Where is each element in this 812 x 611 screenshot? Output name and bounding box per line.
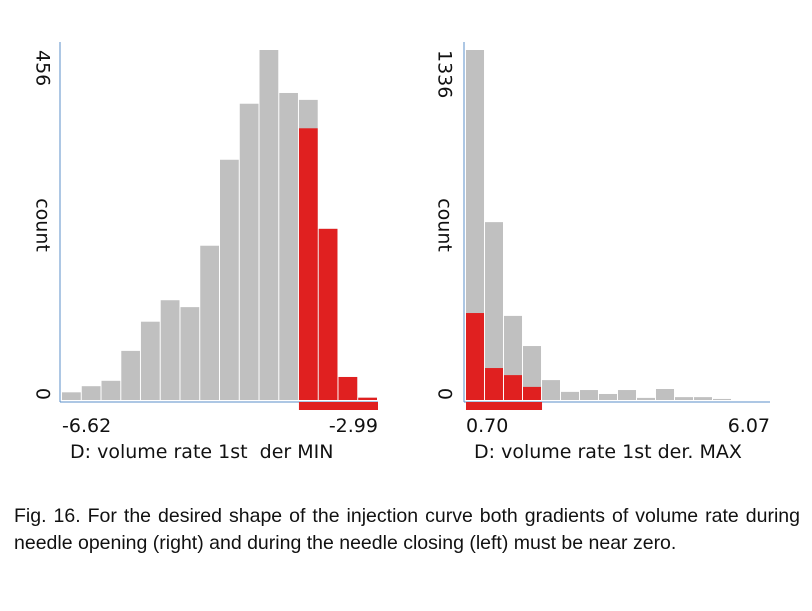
bar (560, 391, 580, 400)
bar (655, 388, 675, 400)
range-strip (298, 402, 378, 410)
bar (279, 92, 298, 400)
bar (358, 397, 377, 400)
bar (259, 50, 279, 400)
bar (523, 346, 542, 400)
bar (485, 368, 503, 400)
bar (318, 228, 338, 400)
bar (637, 397, 655, 400)
x-tick-label: 6.07 (728, 415, 770, 437)
bar (694, 397, 712, 400)
bar (466, 313, 485, 400)
y-axis-label: count (32, 198, 54, 252)
bar (140, 321, 160, 400)
x-axis-label: D: volume rate 1st der MIN (70, 441, 333, 463)
bar (712, 398, 732, 400)
bar (542, 380, 560, 400)
bar (598, 393, 617, 400)
bar (200, 245, 219, 400)
x-tick-label: -6.62 (62, 415, 111, 437)
x-tick-label: -2.99 (329, 415, 378, 437)
bar (220, 159, 239, 400)
bar (160, 300, 180, 400)
y-tick-label: 0 (32, 388, 54, 400)
bar (180, 307, 200, 400)
bar (466, 50, 485, 400)
y-tick-label: 456 (32, 50, 54, 86)
x-tick-label: 0.70 (466, 415, 508, 437)
bar (675, 397, 694, 400)
range-strip (466, 402, 543, 410)
y-axis-label: count (434, 198, 456, 252)
bar (503, 375, 523, 400)
y-tick-label: 1336 (434, 50, 456, 98)
y-tick-label: 0 (434, 388, 456, 400)
bar (523, 386, 542, 400)
bar (121, 350, 140, 400)
bar (101, 380, 121, 400)
bar (580, 390, 598, 400)
bar (298, 128, 318, 400)
figure: -6.62 -2.99 0 456 count D: volume rate 1st de… (32, 42, 770, 463)
bar (485, 222, 503, 400)
x-axis-label: D: volume rate 1st der. MAX (474, 441, 742, 463)
bar (338, 376, 358, 400)
bar (81, 386, 101, 400)
bar (239, 103, 259, 400)
bar (618, 390, 637, 400)
caption: Fig. 16. For the desired shape of the in… (14, 505, 800, 554)
bar (62, 392, 81, 400)
